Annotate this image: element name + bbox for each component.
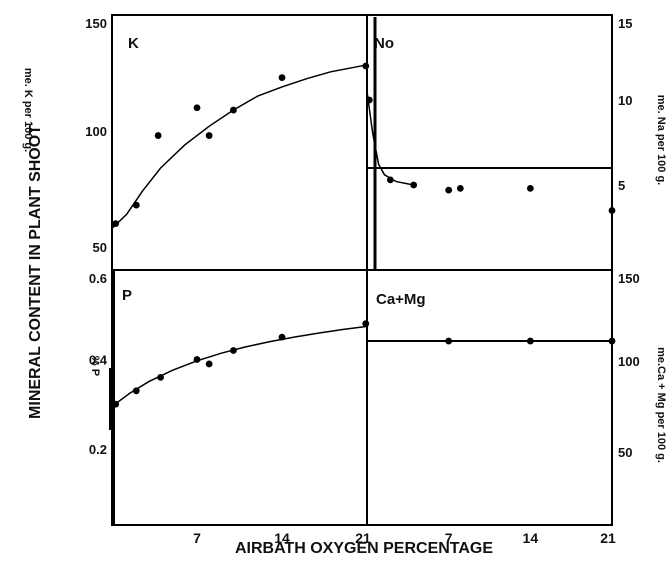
data-point	[193, 104, 201, 112]
data-point	[205, 360, 213, 368]
y-tick-label: 150	[85, 16, 107, 31]
y-tick-label: 50	[93, 240, 107, 255]
data-point	[230, 347, 237, 354]
panel-3: P % P 0.2 0.4 0.6 7 14 21	[89, 271, 371, 546]
data-point	[445, 186, 453, 194]
y-tick-label: 100	[618, 354, 640, 369]
data-point	[410, 181, 418, 189]
data-point	[278, 74, 286, 81]
data-point	[205, 132, 213, 139]
data-point	[193, 356, 201, 363]
y-tick-label: 10	[618, 93, 632, 108]
scan-artifacts	[109, 17, 612, 525]
y-tick-label: 0.2	[89, 442, 107, 457]
data-point	[386, 176, 394, 184]
y-tick-label: 50	[618, 445, 632, 460]
y-axis-title: me. K per 100 g.	[22, 68, 34, 152]
panel-label: P	[122, 287, 132, 304]
x-tick-label: 14	[274, 530, 290, 546]
x-tick-label: 21	[600, 530, 616, 546]
y-tick-label: 0.4	[89, 352, 108, 367]
y-tick-label: 15	[618, 16, 632, 31]
x-tick-label: 21	[355, 530, 371, 546]
y-axis-title: me. Na per 100 g.	[655, 95, 667, 186]
data-point	[445, 337, 453, 345]
y-tick-label: 150	[618, 271, 640, 286]
top-left-frame	[111, 14, 368, 271]
data-point	[526, 185, 534, 192]
panel-2: No me. Na per 100 g. 5 10 15	[365, 16, 667, 214]
panel-label: No	[374, 35, 394, 52]
panel-label: Ca+Mg	[376, 291, 426, 308]
figure-x-title: AIRBATH OXYGEN PERCENTAGE	[235, 540, 493, 557]
bottom-right-frame	[366, 269, 613, 526]
y-tick-label: 100	[85, 124, 107, 139]
data-point	[278, 333, 286, 341]
top-right-frame	[366, 14, 613, 271]
x-tick-label: 7	[193, 530, 201, 546]
data-point	[112, 220, 120, 228]
data-point	[608, 207, 616, 214]
y-tick-label: 0.6	[89, 271, 107, 286]
fit-line	[111, 325, 368, 408]
data-point	[157, 373, 164, 381]
y-tick-label: 5	[618, 178, 625, 193]
data-point	[456, 185, 464, 192]
data-point	[365, 96, 373, 104]
data-point	[526, 337, 534, 345]
data-point	[132, 201, 140, 209]
data-point	[132, 387, 140, 395]
panel-1: Kme. K per 100 g. 50 100 150	[22, 16, 370, 255]
bottom-left-frame	[111, 269, 368, 526]
y-axis-title: me.Ca + Mg per 100 g.	[655, 347, 667, 463]
data-point	[362, 320, 370, 328]
x-tick-label: 14	[523, 530, 539, 546]
figure-y-title: MINERAL CONTENT IN PLANT SHOOT	[27, 125, 44, 419]
panel-label: K	[128, 35, 139, 52]
data-point	[362, 62, 370, 70]
data-point	[154, 132, 162, 139]
data-point	[608, 337, 616, 345]
y-axis-title: % P	[89, 356, 101, 376]
panel-4: Ca+Mg me.Ca + Mg per 100 g. 50 100 150 7 14 21	[367, 271, 667, 546]
fit-line	[366, 91, 414, 186]
data-point	[230, 106, 237, 114]
panel-frames	[111, 14, 613, 526]
fit-line	[111, 64, 368, 229]
x-tick-label: 7	[445, 530, 453, 546]
